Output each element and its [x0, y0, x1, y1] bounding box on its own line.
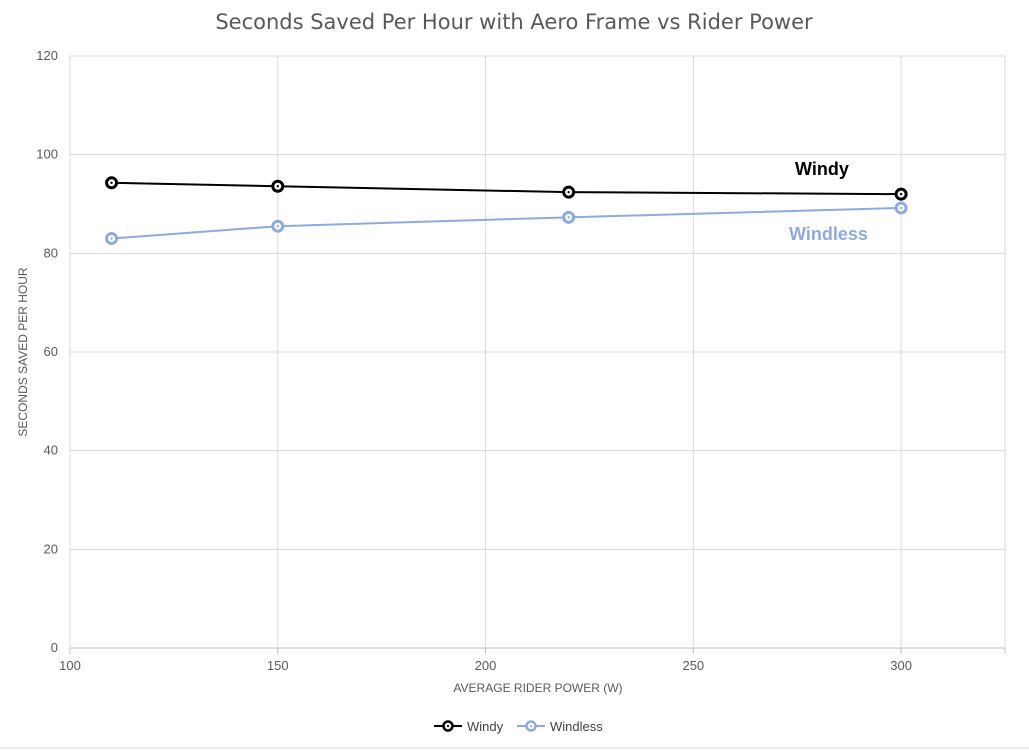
chart-title: Seconds Saved Per Hour with Aero Frame v… [215, 10, 813, 34]
x-tick-label: 150 [267, 658, 289, 673]
y-axis-label: SECONDS SAVED PER HOUR [16, 267, 30, 436]
series-line-windy [111, 181, 902, 196]
y-tick-label: 80 [44, 245, 58, 260]
y-tick-label: 100 [36, 147, 58, 162]
x-tick-label: 250 [682, 658, 704, 673]
legend-label-windy: Windy [467, 719, 504, 734]
y-tick-label: 60 [44, 344, 58, 359]
x-tick-label: 300 [890, 658, 912, 673]
legend-label-windless: Windless [550, 719, 603, 734]
data-point-center [110, 237, 113, 240]
data-point-center [899, 206, 903, 210]
data-point-center [567, 190, 570, 194]
annotation-windless: Windless [789, 224, 868, 244]
y-tick-label: 0 [51, 640, 58, 655]
series-group [105, 176, 908, 246]
gridlines [69, 55, 1006, 654]
x-axis-ticks: 100 150 200 250 300 [59, 658, 912, 673]
x-tick-label: 200 [475, 658, 497, 673]
data-point-center [899, 192, 903, 196]
annotation-windy: Windy [795, 159, 849, 179]
data-point-center [276, 185, 279, 188]
y-tick-label: 40 [44, 443, 58, 458]
data-point-center [567, 216, 570, 219]
x-axis-label: AVERAGE RIDER POWER (W) [453, 681, 622, 695]
y-tick-label: 120 [36, 48, 58, 63]
y-tick-label: 20 [44, 541, 58, 556]
data-point-center [276, 225, 279, 228]
y-axis-ticks: 0 20 40 60 80 100 120 [36, 48, 58, 655]
data-point-center [110, 181, 113, 184]
legend: Windy Windless [434, 719, 603, 734]
series-line-windless [111, 206, 902, 240]
legend-marker-center [446, 724, 450, 728]
x-tick-label: 100 [59, 658, 81, 673]
legend-marker-center [529, 724, 533, 728]
